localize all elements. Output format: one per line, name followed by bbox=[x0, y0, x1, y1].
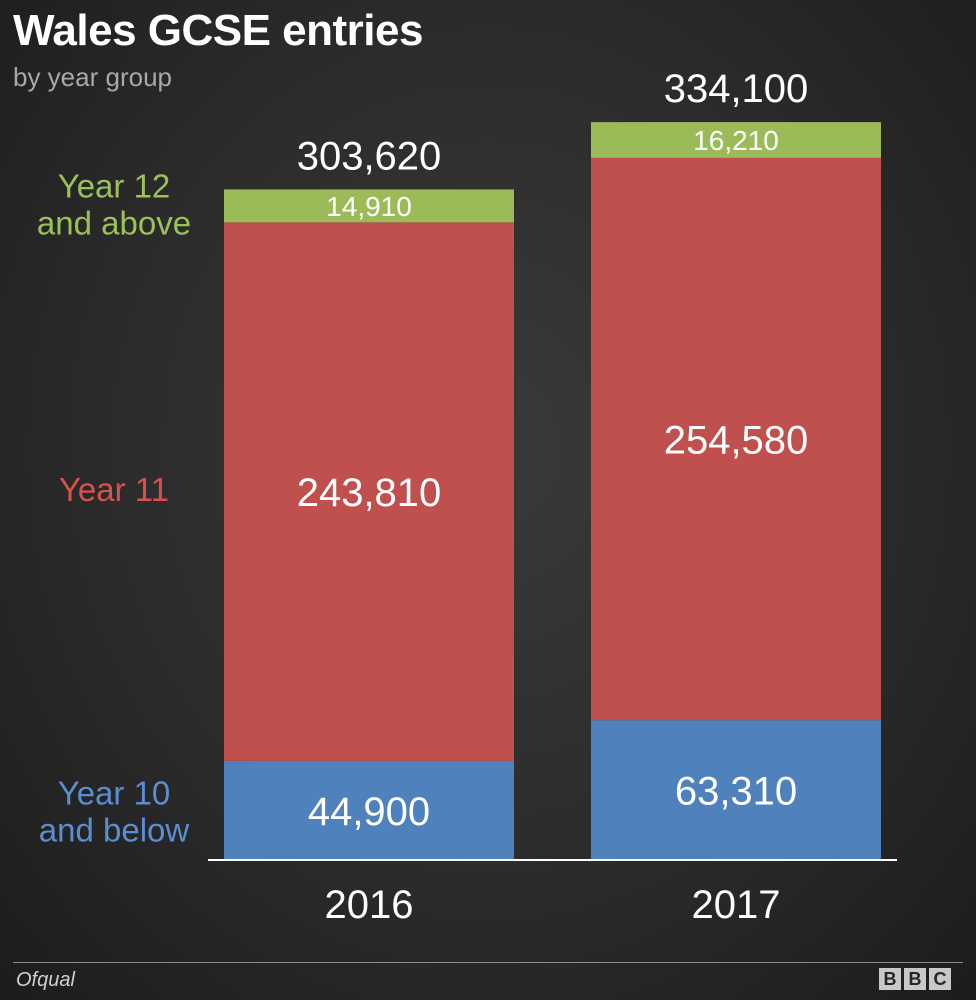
total-label: 334,100 bbox=[664, 67, 809, 111]
data-label: 44,900 bbox=[308, 790, 430, 834]
source-text: Ofqual bbox=[16, 969, 75, 991]
legend-label: and below bbox=[39, 812, 190, 849]
data-label: 14,910 bbox=[326, 191, 412, 222]
bar-segment bbox=[224, 189, 514, 223]
bbc-logo: B B C bbox=[879, 968, 951, 990]
logo-block: C bbox=[929, 968, 951, 990]
data-label: 63,310 bbox=[675, 769, 797, 813]
bar-segment bbox=[591, 720, 881, 860]
legend-label: Year 11 bbox=[59, 471, 169, 508]
bar-segment bbox=[591, 157, 881, 721]
chart-title: Wales GCSE entries bbox=[13, 6, 423, 55]
logo-block: B bbox=[904, 968, 926, 990]
legend-label: Year 10 bbox=[58, 775, 171, 812]
x-tick-label: 2017 bbox=[692, 883, 781, 927]
bar-segment bbox=[591, 122, 881, 158]
chart-subtitle: by year group bbox=[13, 62, 172, 92]
legend-label: and above bbox=[37, 205, 191, 242]
logo-block: B bbox=[879, 968, 901, 990]
data-label: 243,810 bbox=[297, 471, 442, 515]
legend-label: Year 12 bbox=[58, 168, 171, 205]
bar-segment bbox=[224, 760, 514, 860]
footer-divider bbox=[13, 962, 963, 963]
data-label: 254,580 bbox=[664, 418, 809, 462]
data-label: 16,210 bbox=[693, 125, 779, 156]
total-label: 303,620 bbox=[297, 134, 442, 178]
bar-segment bbox=[224, 222, 514, 761]
x-tick-label: 2016 bbox=[325, 883, 414, 927]
